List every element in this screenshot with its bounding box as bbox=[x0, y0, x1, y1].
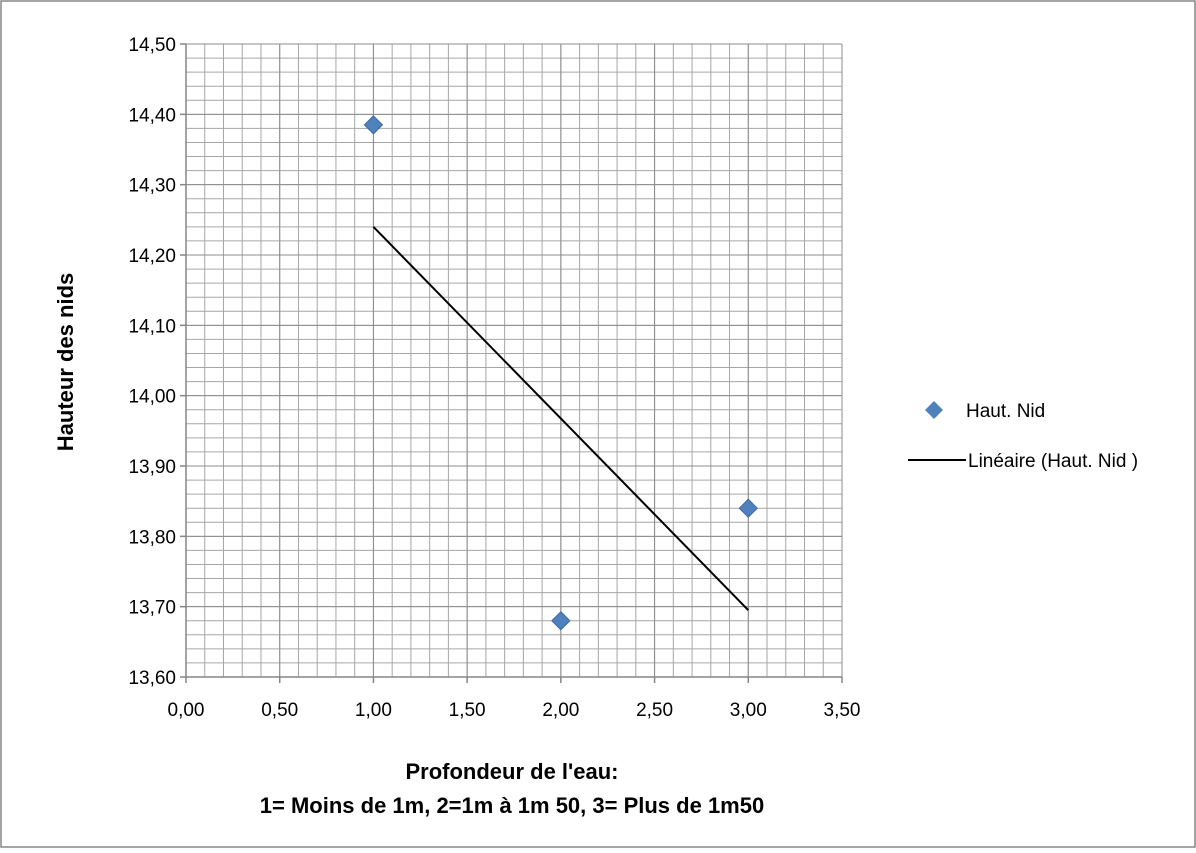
y-tick-label: 14,10 bbox=[128, 316, 176, 337]
x-tick-label: 0,50 bbox=[261, 700, 298, 721]
data-point bbox=[738, 498, 758, 518]
grid-layer bbox=[185, 43, 843, 678]
x-tick-label: 3,00 bbox=[730, 700, 767, 721]
data-point bbox=[363, 115, 384, 135]
x-tick-label: 1,00 bbox=[355, 700, 392, 721]
trendline bbox=[372, 226, 750, 611]
y-tick-label: 14,30 bbox=[128, 176, 176, 197]
axes-layer bbox=[180, 43, 843, 683]
legend: Haut. Nid Linéaire (Haut. Nid ) bbox=[908, 401, 1138, 472]
x-axis-title-line-2: 1= Moins de 1m, 2=1m à 1m 50, 3= Plus de… bbox=[260, 793, 764, 818]
y-tick-label: 14,20 bbox=[128, 246, 176, 267]
y-axis-title: Hauteur des nids bbox=[53, 273, 78, 451]
x-tick-label: 3,50 bbox=[824, 700, 861, 721]
y-tick-label: 13,80 bbox=[128, 527, 176, 548]
y-tick-label: 13,70 bbox=[128, 598, 176, 619]
x-tick-label: 2,50 bbox=[636, 700, 673, 721]
x-axis-title-line-1: Profondeur de l'eau: bbox=[405, 759, 618, 784]
y-tick-label: 14,00 bbox=[128, 387, 176, 408]
y-tick-label: 14,50 bbox=[128, 35, 176, 56]
y-tick-label: 13,60 bbox=[128, 668, 176, 689]
data-point bbox=[551, 611, 571, 631]
y-tick-label: 13,90 bbox=[128, 457, 176, 478]
trendline-layer bbox=[372, 226, 750, 611]
points-layer bbox=[363, 115, 758, 631]
legend-marker-diamond-icon bbox=[925, 401, 943, 419]
x-tick-label: 0,00 bbox=[168, 700, 205, 721]
y-tick-label: 14,40 bbox=[128, 105, 176, 126]
legend-label-haut-nid: Haut. Nid bbox=[966, 401, 1045, 422]
x-tick-label: 2,00 bbox=[542, 700, 579, 721]
tick-labels: 13,60 13,70 13,80 13,90 14,00 14,10 14,20 14,30… bbox=[128, 35, 860, 721]
x-tick-label: 1,50 bbox=[449, 700, 486, 721]
legend-label-lineaire: Linéaire (Haut. Nid ) bbox=[968, 451, 1138, 472]
